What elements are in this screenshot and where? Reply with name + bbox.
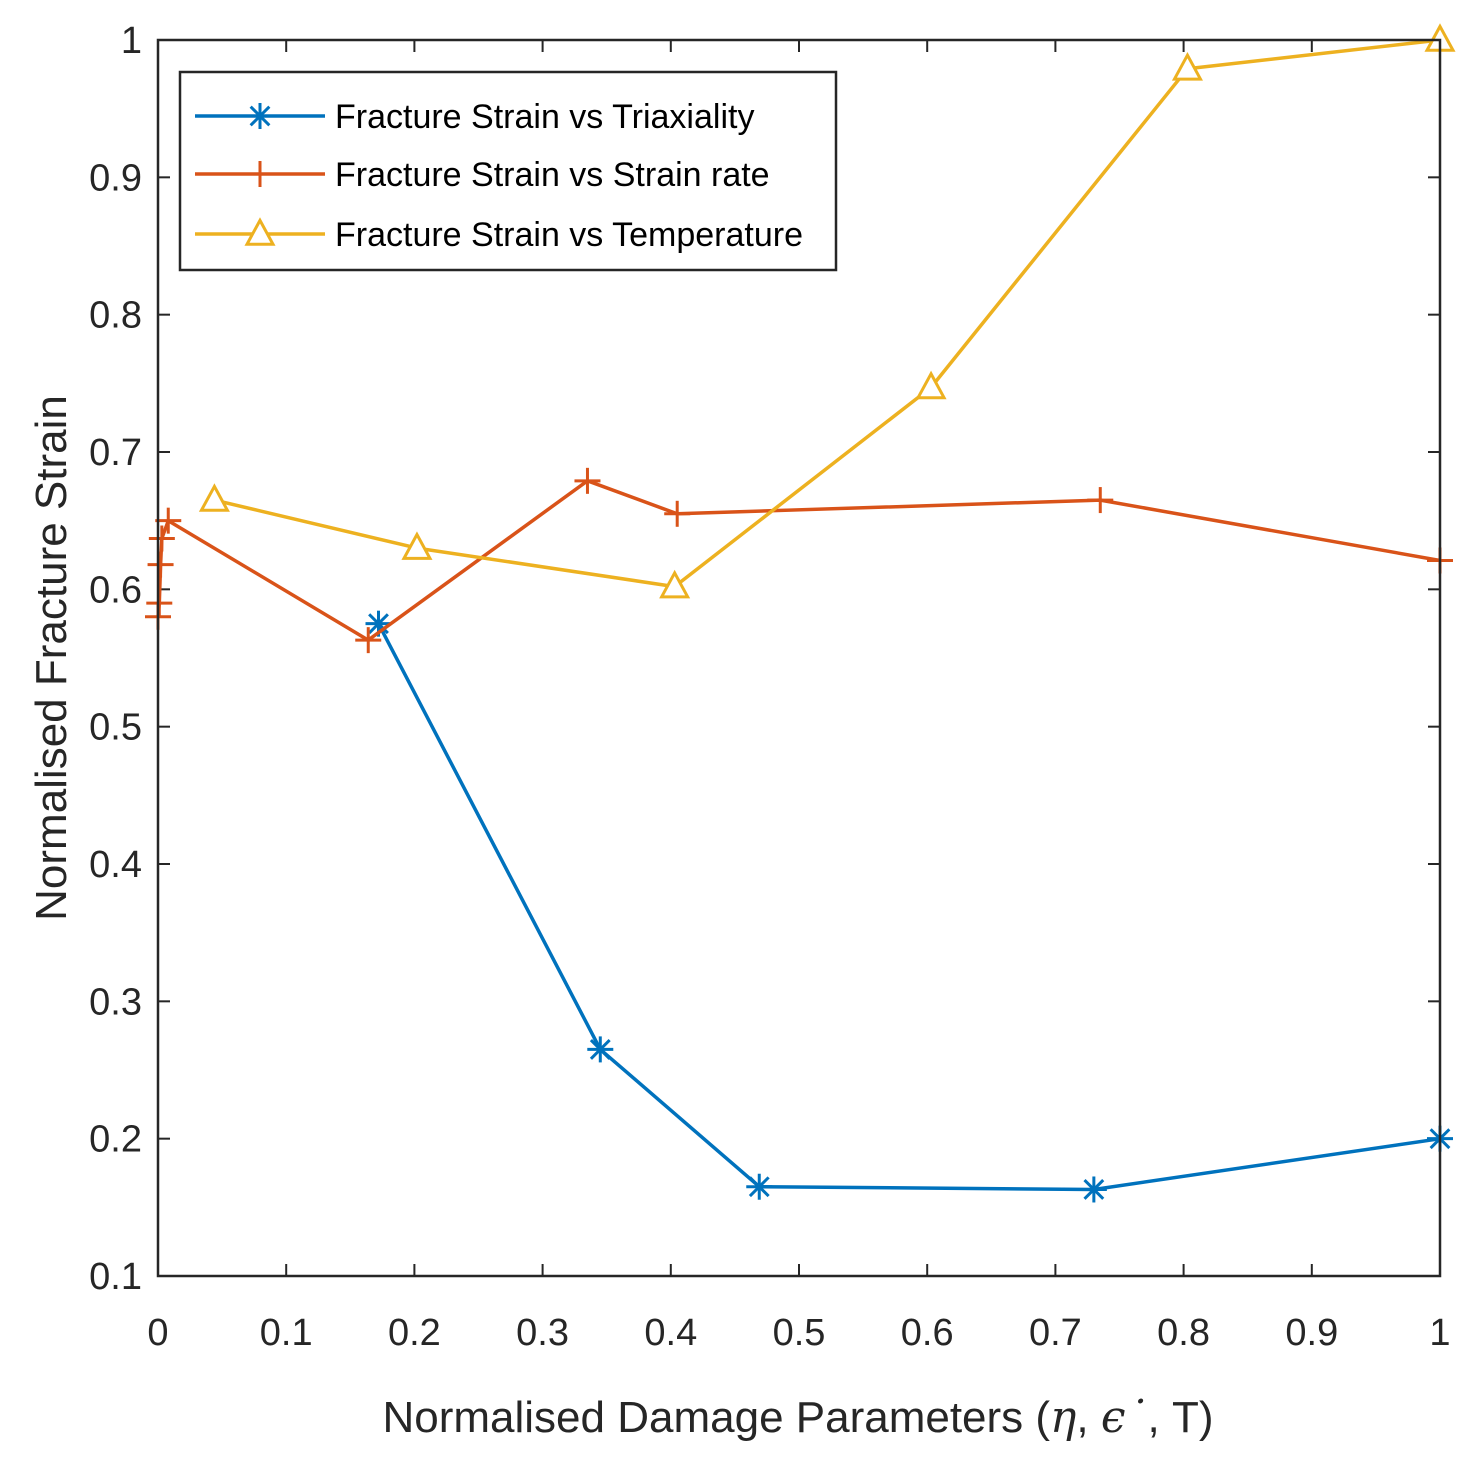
x-tick-label: 0.6 bbox=[901, 1312, 954, 1354]
y-tick-label: 0.5 bbox=[89, 707, 142, 749]
x-tick-labels: 0 0.1 0.2 0.3 0.4 0.5 0.6 0.7 0.8 0.9 1 bbox=[147, 1312, 1450, 1354]
x-tick-label: 0.9 bbox=[1285, 1312, 1338, 1354]
data-point bbox=[587, 1036, 614, 1063]
x-tick-label: 0.3 bbox=[516, 1312, 569, 1354]
data-point bbox=[401, 531, 433, 560]
data-point bbox=[146, 590, 173, 617]
y-tick-label: 0.4 bbox=[89, 844, 142, 886]
series-line bbox=[156, 479, 1441, 642]
data-point bbox=[155, 507, 182, 534]
data-point bbox=[355, 627, 382, 654]
y-tick-label: 1 bbox=[121, 20, 142, 62]
data-point bbox=[1080, 1176, 1107, 1203]
data-point bbox=[198, 483, 230, 512]
data-point bbox=[915, 370, 947, 400]
legend-entry: Fracture Strain vs Temperature bbox=[195, 216, 803, 254]
y-tick-label: 0.7 bbox=[89, 432, 142, 474]
x-tick-label: 0.2 bbox=[388, 1312, 441, 1354]
x-tick-label: 0.4 bbox=[644, 1312, 697, 1354]
x-axis-title: Normalised Damage Parameters (η, ϵ˙, T) bbox=[382, 1392, 1213, 1443]
y-tick-label: 0.3 bbox=[89, 981, 142, 1023]
data-point bbox=[664, 500, 691, 527]
y-tick-label: 0.9 bbox=[89, 157, 142, 199]
y-tick-label: 0.8 bbox=[89, 295, 142, 337]
data-point bbox=[148, 525, 175, 552]
x-axis-title-sep1: , bbox=[1076, 1393, 1100, 1442]
y-tick-label: 0.2 bbox=[89, 1119, 142, 1161]
data-point bbox=[1087, 487, 1114, 514]
x-tick-label: 0 bbox=[147, 1312, 168, 1354]
x-tick-label: 1 bbox=[1429, 1312, 1450, 1354]
x-tick-label: 0.1 bbox=[260, 1312, 313, 1354]
legend-box bbox=[178, 70, 838, 272]
legend-entry: Fracture Strain vs Triaxiality bbox=[195, 98, 754, 136]
x-axis-title-eps: ϵ˙ bbox=[1101, 1392, 1148, 1443]
plot-frame bbox=[156, 38, 1442, 1278]
x-tick-label: 0.8 bbox=[1157, 1312, 1210, 1354]
data-point bbox=[244, 217, 276, 246]
data-point bbox=[659, 569, 691, 599]
data-point bbox=[1171, 52, 1203, 81]
legend-label: Fracture Strain vs Strain rate bbox=[335, 156, 770, 194]
x-axis-title-eta: η bbox=[1050, 1392, 1076, 1443]
x-axis-title-prefix: Normalised Damage Parameters ( bbox=[382, 1393, 1050, 1442]
x-axis-title-sep2: , T) bbox=[1148, 1393, 1214, 1442]
data-point bbox=[247, 161, 273, 187]
legend-entry: Fracture Strain vs Strain rate bbox=[195, 156, 770, 194]
x-tick-label: 0.5 bbox=[773, 1312, 826, 1354]
legend: Fracture Strain vs Triaxiality Fracture S… bbox=[178, 70, 838, 272]
series bbox=[365, 610, 1453, 1203]
data-point bbox=[574, 467, 601, 494]
legend-label: Fracture Strain vs Temperature bbox=[335, 216, 803, 254]
x-tick-label: 0.7 bbox=[1029, 1312, 1082, 1354]
y-tick-label: 0.1 bbox=[89, 1256, 142, 1298]
legend-label: Fracture Strain vs Triaxiality bbox=[335, 98, 754, 136]
data-point bbox=[746, 1173, 773, 1200]
y-tick-label: 0.6 bbox=[89, 569, 142, 611]
data-point bbox=[147, 551, 174, 578]
data-point bbox=[247, 103, 273, 129]
y-axis-title: Normalised Fracture Strain bbox=[27, 395, 76, 921]
y-tick-labels: 0.1 0.2 0.3 0.4 0.5 0.6 0.7 0.8 0.9 1 bbox=[89, 20, 142, 1298]
series-line bbox=[213, 38, 1441, 589]
